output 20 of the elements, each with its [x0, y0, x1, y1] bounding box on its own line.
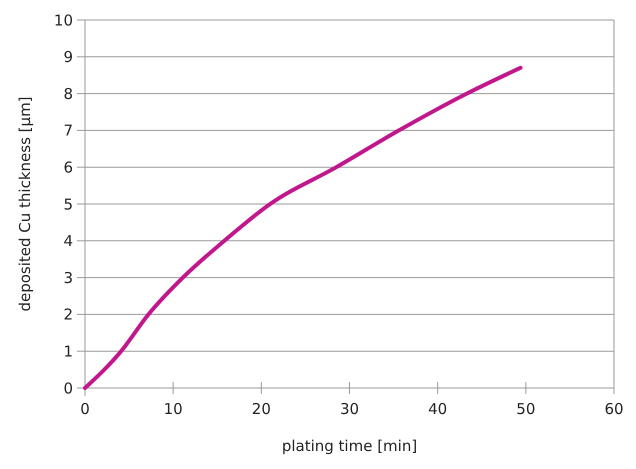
x-tick-label: 50: [516, 400, 536, 418]
y-tick-label: 7: [63, 122, 73, 140]
y-tick-label: 8: [63, 84, 73, 103]
y-tick-label: 0: [63, 379, 73, 398]
y-tick-label: 1: [63, 342, 73, 360]
x-tick-label: 30: [340, 400, 360, 418]
x-tick-label: 60: [604, 400, 624, 418]
y-tick-label: 6: [63, 158, 73, 176]
x-axis-title: plating time [min]: [282, 437, 418, 455]
y-tick-label: 4: [63, 232, 73, 250]
y-tick-label: 2: [63, 306, 73, 324]
x-tick-label: 0: [80, 400, 90, 418]
y-axis-title: deposited Cu thickness [µm]: [16, 96, 34, 312]
y-tick-label: 9: [63, 48, 73, 66]
x-tick-label: 20: [252, 400, 271, 418]
x-tick-label: 40: [428, 400, 448, 418]
y-tick-label: 10: [54, 11, 73, 30]
x-tick-label: 10: [164, 400, 183, 418]
y-tick-label: 5: [63, 195, 73, 214]
y-tick-label: 3: [63, 268, 73, 287]
